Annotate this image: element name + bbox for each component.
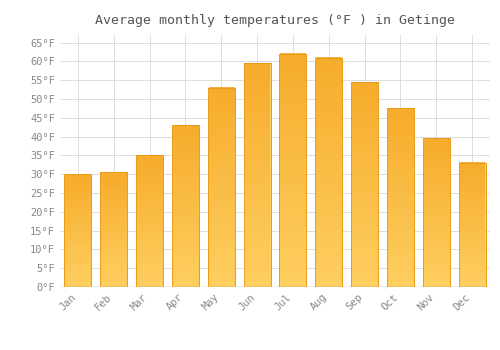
Bar	[244, 63, 270, 287]
Bar	[64, 174, 92, 287]
Bar	[100, 172, 127, 287]
Bar	[244, 63, 270, 287]
Bar	[208, 88, 234, 287]
Bar	[351, 82, 378, 287]
Bar	[387, 108, 414, 287]
Bar	[458, 163, 485, 287]
Bar	[100, 172, 127, 287]
Title: Average monthly temperatures (°F ) in Getinge: Average monthly temperatures (°F ) in Ge…	[95, 14, 455, 27]
Bar	[423, 139, 450, 287]
Bar	[280, 54, 306, 287]
Bar	[316, 57, 342, 287]
Bar	[351, 82, 378, 287]
Bar	[136, 155, 163, 287]
Bar	[136, 155, 163, 287]
Bar	[423, 139, 450, 287]
Bar	[280, 54, 306, 287]
Bar	[172, 125, 199, 287]
Bar	[64, 174, 92, 287]
Bar	[172, 125, 199, 287]
Bar	[208, 88, 234, 287]
Bar	[316, 57, 342, 287]
Bar	[387, 108, 414, 287]
Bar	[458, 163, 485, 287]
